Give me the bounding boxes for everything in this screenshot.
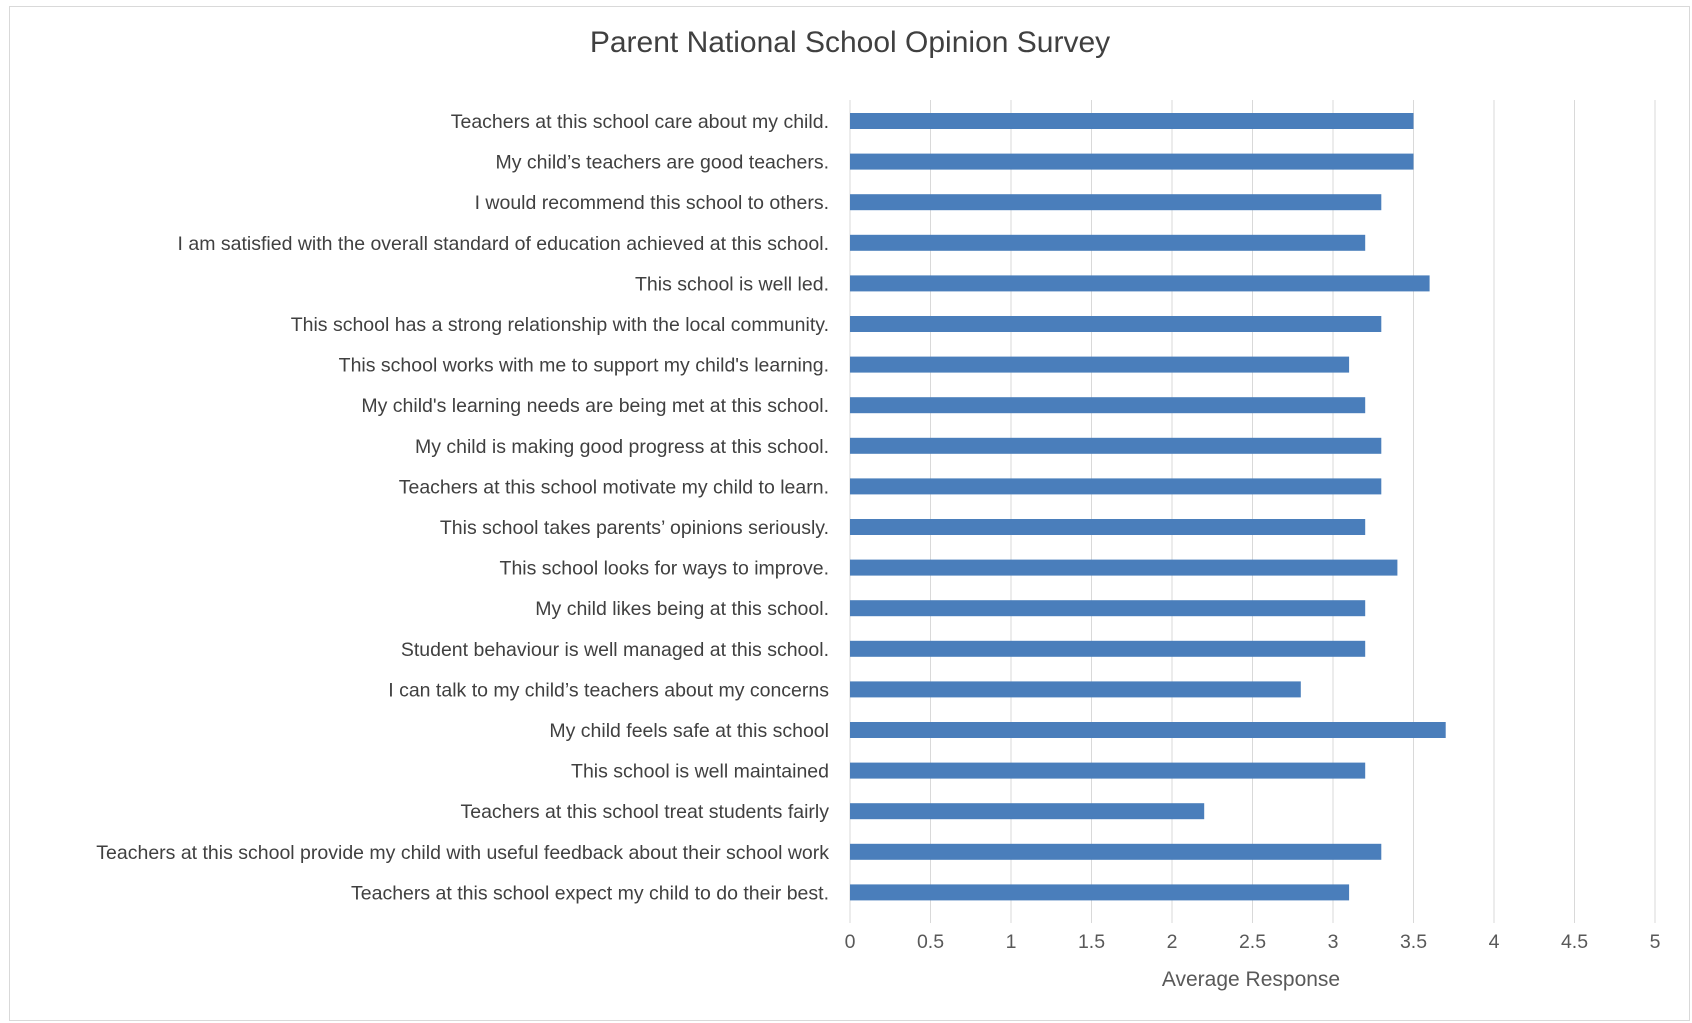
x-tick-label: 0.5 [917,931,944,953]
category-label: Teachers at this school expect my child … [351,882,829,904]
category-label: My child likes being at this school. [535,598,829,620]
category-label: This school works with me to support my … [339,355,829,377]
bar [850,478,1382,495]
x-tick-label: 2.5 [1239,931,1266,953]
bar [850,762,1366,779]
bar [850,519,1366,535]
bar [850,843,1382,860]
category-label: Student behaviour is well managed at thi… [401,639,829,661]
bar [850,113,1414,129]
category-label: Teachers at this school care about my ch… [451,111,829,133]
x-tick-label: 4 [1489,931,1500,953]
category-label: I would recommend this school to others. [475,192,829,214]
bar [850,275,1430,292]
bar [850,803,1205,820]
bar [850,640,1366,657]
bar [850,884,1350,901]
x-tick-label: 2 [1167,931,1178,953]
bar [850,397,1366,414]
category-label: This school is well led. [635,273,829,295]
category-label: My child feels safe at this school [549,720,829,742]
x-tick-label: 0 [845,931,856,953]
chart-title: Parent National School Opinion Survey [589,26,1111,59]
bar [850,437,1382,454]
bar [850,234,1366,251]
bar [850,722,1446,738]
bar [850,194,1382,211]
category-label: My child's learning needs are being met … [361,395,829,417]
bar [850,600,1366,617]
category-label: My child’s teachers are good teachers. [496,152,829,174]
bar [850,356,1350,373]
category-label: I can talk to my child’s teachers about … [388,679,829,701]
category-label: This school is well maintained [571,761,829,783]
category-label: This school has a strong relationship wi… [291,314,829,336]
x-tick-label: 3 [1328,931,1339,953]
x-axis-title: Average Response [1162,968,1340,991]
category-label: Teachers at this school provide my child… [96,842,829,864]
gridlines [849,100,1656,923]
category-label: This school looks for ways to improve. [500,558,829,580]
x-tick-label: 4.5 [1561,931,1588,953]
bar [850,153,1414,170]
x-tick-label: 1.5 [1078,931,1105,953]
bar [850,681,1301,698]
category-label: I am satisfied with the overall standard… [178,233,829,255]
x-tick-labels: 0 0.5 1 1.5 2 2.5 3 3.5 4 4.5 5 [845,931,1661,953]
category-labels: Teachers at this school care about my ch… [96,111,829,904]
x-tick-label: 5 [1650,931,1661,953]
category-label: My child is making good progress at this… [415,436,829,458]
category-label: This school takes parents’ opinions seri… [440,517,829,539]
bar [850,559,1398,576]
x-tick-label: 1 [1006,931,1017,953]
category-label: Teachers at this school treat students f… [460,801,829,823]
x-tick-label: 3.5 [1400,931,1427,953]
category-label: Teachers at this school motivate my chil… [399,476,829,498]
bars [850,113,1446,901]
bar [850,316,1382,332]
